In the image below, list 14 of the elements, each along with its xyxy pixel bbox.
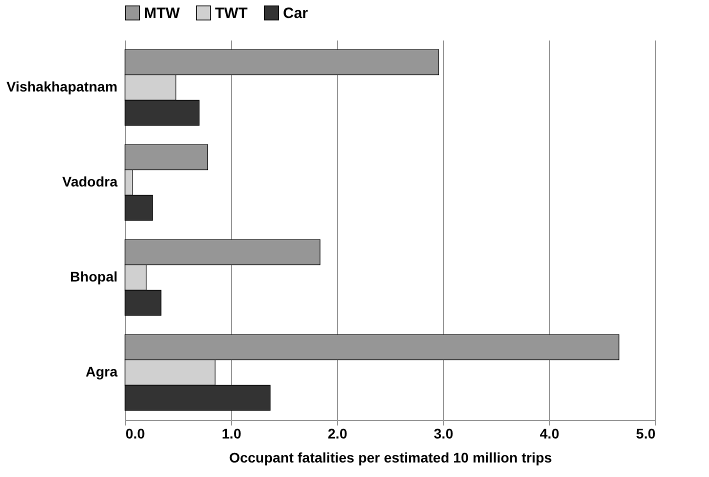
x-tick-label: 2.0 [328, 426, 348, 442]
y-tick-label: Vishakhapatnam [6, 78, 118, 94]
y-tick-label: Vadodra [62, 174, 118, 190]
x-tick-label: 4.0 [540, 426, 560, 442]
y-tick-label: Bhopal [70, 268, 118, 284]
legend-label: Car [283, 4, 308, 22]
y-tick-label: Agra [86, 364, 118, 380]
x-tick-label: 5.0 [636, 426, 656, 442]
legend-label: MTW [144, 4, 181, 22]
legend-label: TWT [215, 4, 248, 22]
x-tick-label: 1.0 [222, 426, 242, 442]
x-tick-label: 0.0 [126, 426, 146, 442]
x-axis-title: Occupant fatalities per estimated 10 million trips [229, 450, 552, 466]
x-tick-label: 3.0 [434, 426, 454, 442]
